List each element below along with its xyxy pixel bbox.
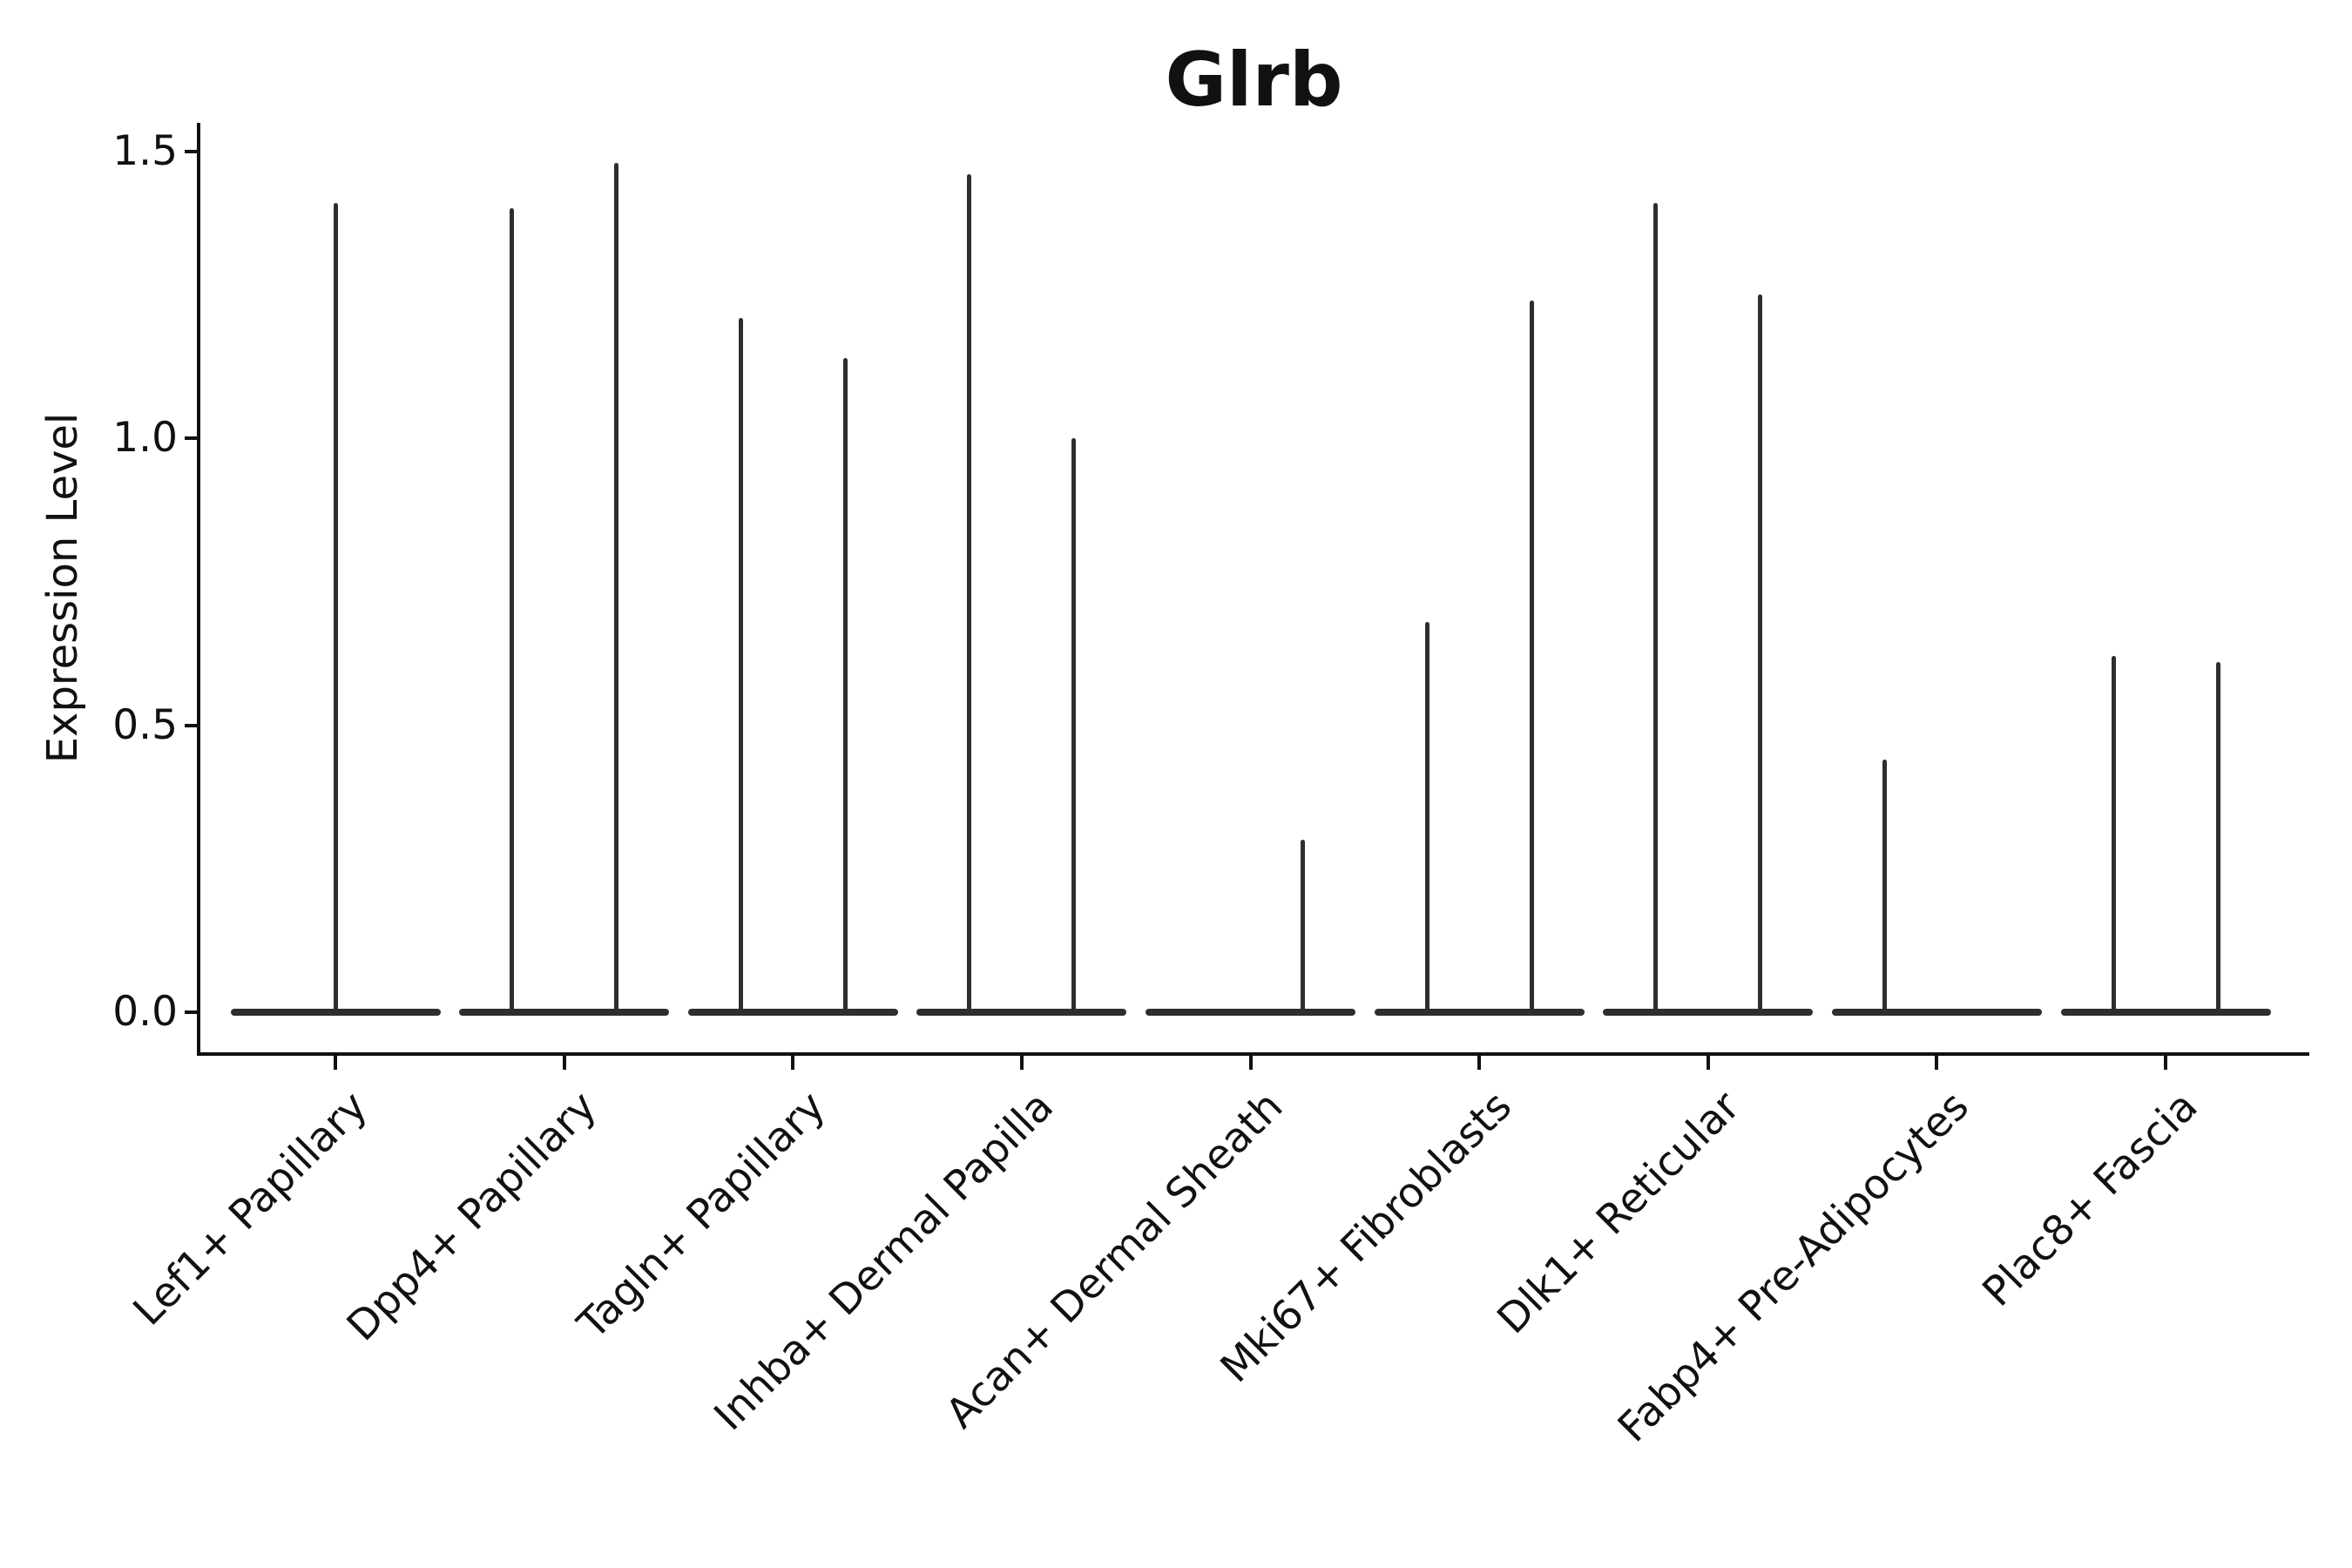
y-axis-line: [197, 123, 200, 1056]
x-tick-label: Tagln+ Papillary: [568, 1082, 835, 1348]
y-tick: [185, 436, 199, 440]
y-tick-label: 0.5: [112, 700, 178, 749]
violin-needle: [1653, 202, 1659, 1016]
x-tick-label: Lef1+ Papillary: [124, 1082, 377, 1335]
violin-needle: [1758, 294, 1763, 1016]
violin-needle: [842, 357, 848, 1016]
violin-needle: [1071, 438, 1077, 1016]
x-tick: [1248, 1056, 1253, 1070]
y-tick: [185, 149, 199, 153]
violin-base: [1374, 1009, 1585, 1016]
x-tick: [1019, 1056, 1024, 1070]
violin-base: [687, 1009, 898, 1016]
violin-needle: [738, 317, 743, 1016]
x-tick: [1477, 1056, 1482, 1070]
violin-base: [1603, 1009, 1814, 1016]
x-tick-label: Plac8+ Fascia: [1973, 1082, 2207, 1316]
x-tick: [1935, 1056, 1939, 1070]
violin-base: [1831, 1009, 2042, 1016]
violin-base: [2060, 1009, 2271, 1016]
y-tick: [185, 723, 199, 727]
x-tick: [791, 1056, 795, 1070]
y-tick-label: 1.5: [112, 126, 178, 175]
x-tick-label: Dlk1+ Reticular: [1488, 1082, 1750, 1344]
y-tick-label: 0.0: [112, 988, 178, 1036]
violin-base: [1146, 1009, 1356, 1016]
x-tick: [1706, 1056, 1710, 1070]
violin-needle: [1424, 621, 1429, 1016]
chart-title: Glrb: [1165, 37, 1343, 124]
violin-needle: [967, 173, 972, 1016]
violin-needle: [1301, 840, 1306, 1016]
y-tick: [185, 1010, 199, 1014]
y-axis-title: Expression Level: [38, 412, 87, 764]
y-tick-label: 1.0: [112, 414, 178, 462]
violin-needle: [614, 162, 619, 1016]
violin-needle: [1882, 760, 1887, 1016]
x-tick: [2164, 1056, 2168, 1070]
violin-needle: [2111, 656, 2116, 1016]
x-tick: [562, 1056, 566, 1070]
violin-base: [916, 1009, 1127, 1016]
x-tick-label: Dpp4+ Papillary: [337, 1082, 606, 1351]
violin-needle: [1529, 300, 1534, 1016]
violin-needle: [333, 202, 338, 1016]
violin-needle: [2215, 662, 2220, 1016]
x-axis-line: [197, 1052, 2309, 1056]
violin-needle: [510, 208, 515, 1016]
violin-base: [459, 1009, 670, 1016]
x-tick: [334, 1056, 337, 1070]
